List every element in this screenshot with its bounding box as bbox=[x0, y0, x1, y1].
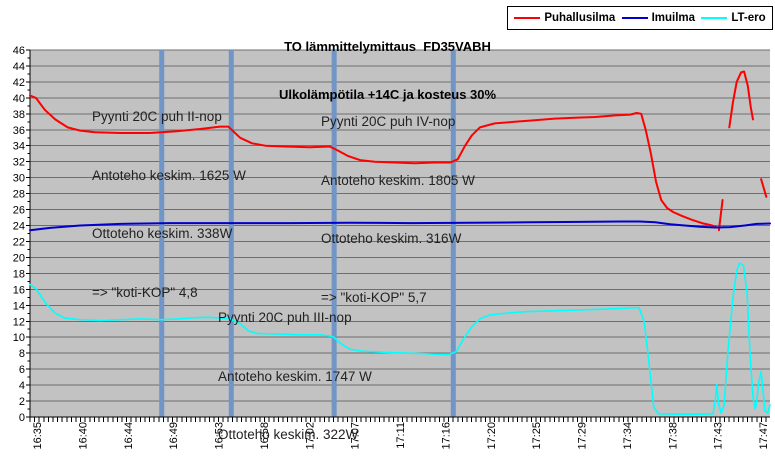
y-axis-tick-label: 32 bbox=[13, 157, 25, 169]
y-axis-tick-label: 4 bbox=[19, 380, 25, 392]
y-axis-tick-label: 0 bbox=[19, 412, 25, 424]
y-axis-tick-label: 44 bbox=[13, 61, 25, 73]
phase-marker-band bbox=[159, 50, 165, 417]
y-axis-tick-label: 14 bbox=[13, 300, 25, 312]
y-axis-tick-label: 20 bbox=[13, 252, 25, 264]
x-axis-tick-label: 17:07 bbox=[350, 422, 362, 450]
legend-label: LT-ero bbox=[731, 12, 766, 24]
x-axis-tick-label: 17:43 bbox=[713, 422, 725, 450]
series-puhallusilma bbox=[760, 178, 768, 198]
y-axis-tick-labels: 0246810121416182022242628303234363840424… bbox=[13, 45, 25, 424]
series-puhallusilma bbox=[29, 94, 717, 229]
annotation-line: Pyynti 20C puh III-nop bbox=[218, 310, 352, 325]
legend-label: Imuilma bbox=[651, 12, 696, 24]
y-axis-tick-label: 40 bbox=[13, 93, 25, 105]
x-axis-tick-label: 17:16 bbox=[440, 422, 452, 450]
phase-marker-bands bbox=[159, 50, 456, 417]
chart-title: TO lämmittelymittaus FD35VABH Ulkolämpöt… bbox=[0, 7, 775, 135]
annotation-line: Antoteho keskim. 1747 W bbox=[218, 368, 372, 384]
legend-item-imuilma: Imuilma bbox=[621, 12, 696, 24]
x-axis-tick-label: 16:40 bbox=[77, 422, 89, 450]
y-axis-tick-label: 26 bbox=[13, 205, 25, 217]
annotation-line: => "koti-KOP" 5,7 bbox=[321, 289, 427, 305]
y-axis-tick-label: 30 bbox=[13, 173, 25, 185]
x-axis-tick-label: 17:38 bbox=[667, 422, 679, 450]
series-imuilma bbox=[29, 220, 771, 232]
legend-item-puhallusilma: Puhallusilma bbox=[514, 12, 615, 24]
x-axis-tick-label: 16:53 bbox=[214, 422, 226, 450]
line-swatch-red bbox=[514, 17, 541, 19]
annotation-phase3: Pyynti 20C puh III-nop Antoteho keskim. … bbox=[218, 269, 372, 473]
legend-label: Puhallusilma bbox=[544, 12, 616, 24]
annotation-line: Ottoteho keskim. 322W bbox=[218, 427, 359, 442]
annotation-line: Pyynti 20C puh IV-nop bbox=[321, 114, 456, 129]
y-axis-tick-label: 8 bbox=[19, 348, 25, 360]
y-axis-tick-label: 22 bbox=[13, 236, 25, 248]
axes bbox=[26, 49, 770, 422]
series-puhallusilma bbox=[728, 70, 754, 129]
y-axis-tick-label: 6 bbox=[19, 364, 25, 376]
annotation-line: Antoteho keskim. 1805 W bbox=[321, 172, 475, 188]
y-axis-tick-label: 46 bbox=[13, 45, 25, 57]
x-axis-tick-label: 17:34 bbox=[622, 422, 634, 450]
x-axis-tick-label: 16:44 bbox=[123, 422, 135, 450]
legend-item-lt-ero: LT-ero bbox=[701, 12, 766, 24]
phase-marker-band bbox=[331, 50, 337, 417]
chart-title-line1: TO lämmittelymittaus FD35VABH bbox=[284, 39, 491, 54]
x-axis-tick-label: 17:47 bbox=[758, 422, 770, 450]
y-axis-tick-label: 10 bbox=[13, 332, 25, 344]
series-lt-ero bbox=[29, 262, 771, 415]
line-swatch-blue bbox=[621, 17, 648, 19]
x-axis-tick-label: 16:58 bbox=[259, 422, 271, 450]
gridlines bbox=[30, 49, 770, 402]
annotation-line: Ottoteho keskim. 338W bbox=[92, 226, 233, 241]
x-axis-tick-label: 17:20 bbox=[486, 422, 498, 450]
annotation-line: Ottoteho keskim. 316W bbox=[321, 231, 462, 246]
x-axis-tick-labels: 16:35 16:40 16:44 16:49 16:53 16:58 17:02 17:07… bbox=[32, 422, 770, 450]
y-axis-tick-label: 2 bbox=[19, 396, 25, 408]
y-axis-tick-label: 18 bbox=[13, 268, 25, 280]
series-puhallusilma bbox=[717, 199, 724, 232]
x-axis-tick-label: 17:02 bbox=[304, 422, 316, 450]
annotation-line: Antoteho keskim. 1625 W bbox=[92, 167, 246, 183]
y-axis-tick-label: 38 bbox=[13, 109, 25, 121]
y-axis-tick-label: 12 bbox=[13, 316, 25, 328]
y-axis-tick-label: 16 bbox=[13, 284, 25, 296]
x-axis-tick-label: 16:35 bbox=[32, 422, 44, 450]
x-axis-tick-label: 17:25 bbox=[531, 422, 543, 450]
annotation-line: => "koti-KOP" 4,8 bbox=[92, 284, 198, 300]
y-axis-tick-label: 24 bbox=[13, 221, 25, 233]
line-swatch-cyan bbox=[701, 17, 728, 19]
phase-marker-band bbox=[228, 50, 234, 417]
annotation-line: Pyynti 20C puh II-nop bbox=[92, 109, 222, 124]
legend: Puhallusilma Imuilma LT-ero bbox=[507, 6, 773, 30]
y-axis-tick-label: 34 bbox=[13, 141, 25, 153]
annotation-phase4: Pyynti 20C puh IV-nop Antoteho keskim. 1… bbox=[321, 73, 475, 346]
y-axis-tick-label: 36 bbox=[13, 125, 25, 137]
annotation-phase2: Pyynti 20C puh II-nop Antoteho keskim. 1… bbox=[92, 68, 246, 341]
plot-background bbox=[30, 50, 770, 417]
y-axis-tick-label: 42 bbox=[13, 77, 25, 89]
x-axis-tick-label: 17:11 bbox=[395, 422, 407, 449]
x-axis-tick-label: 17:29 bbox=[577, 422, 589, 450]
y-axis-tick-label: 28 bbox=[13, 189, 25, 201]
chart-title-line2: Ulkolämpötila +14C ja kosteus 30% bbox=[278, 87, 497, 102]
phase-marker-band bbox=[450, 50, 456, 417]
x-axis-tick-label: 16:49 bbox=[168, 422, 180, 450]
